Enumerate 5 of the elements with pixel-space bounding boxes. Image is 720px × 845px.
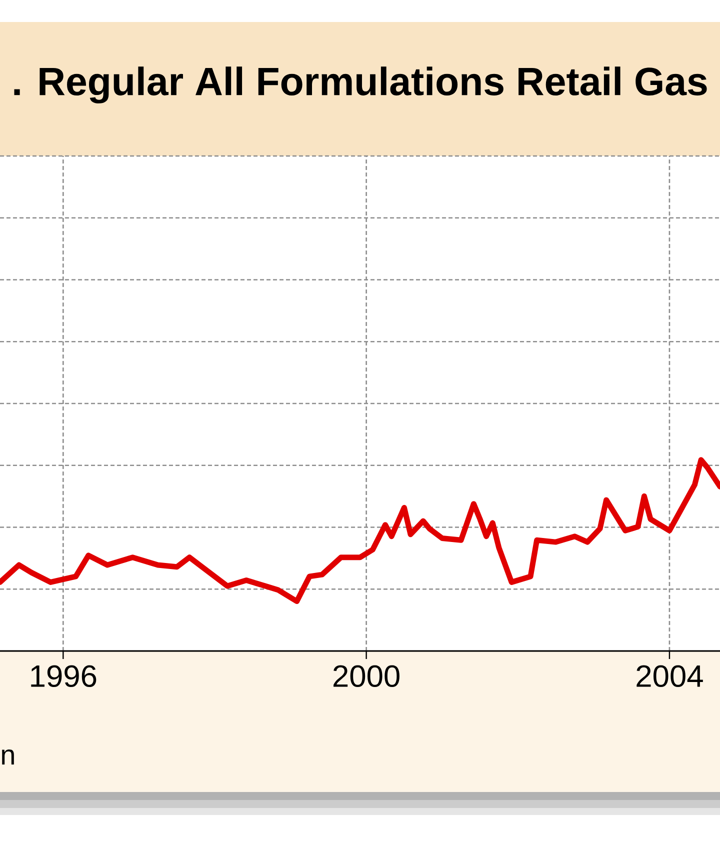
x-tick-label: 2000 xyxy=(334,665,400,688)
x-tick-label: 1996 xyxy=(31,665,96,688)
chart-title: . Regular All Formulations Retail Gas xyxy=(14,66,707,104)
x-tick-label: 2004 xyxy=(636,665,703,688)
text: n xyxy=(2,749,14,764)
